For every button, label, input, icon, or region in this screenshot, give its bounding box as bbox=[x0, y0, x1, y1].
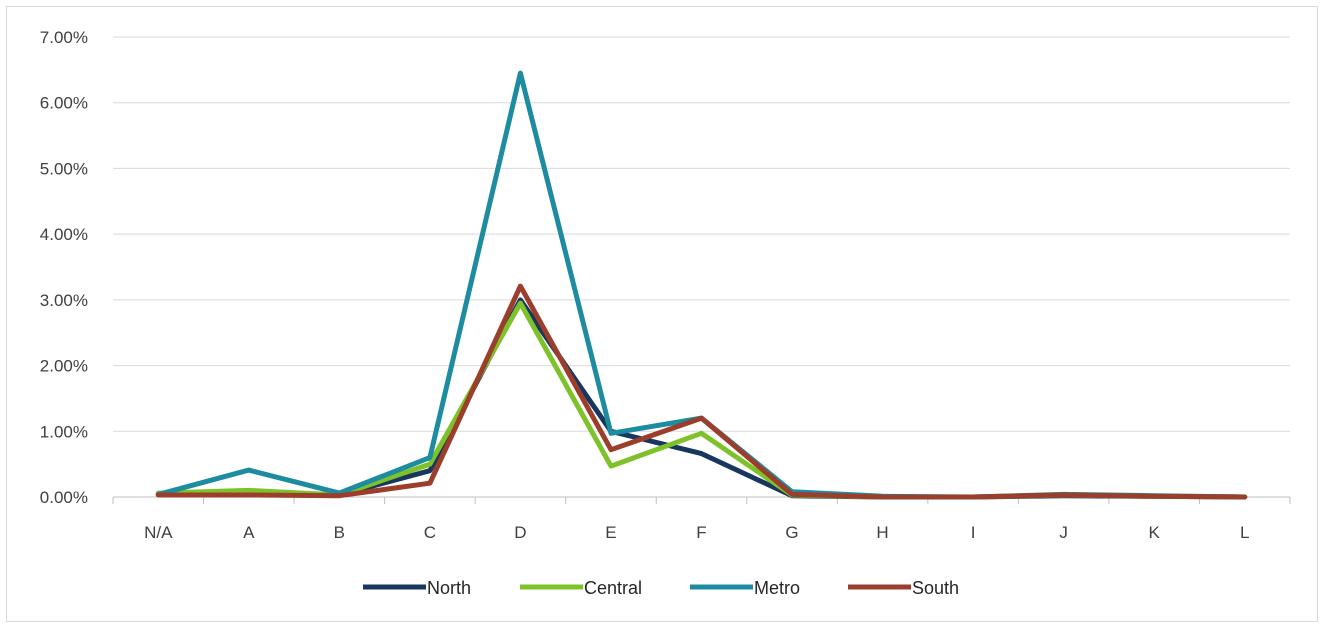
legend-label-south: South bbox=[912, 578, 959, 598]
y-tick-label: 7.00% bbox=[40, 28, 88, 47]
legend-label-metro: Metro bbox=[754, 578, 800, 598]
legend-label-central: Central bbox=[584, 578, 642, 598]
x-tick-label: L bbox=[1240, 523, 1249, 542]
y-tick-label: 3.00% bbox=[40, 291, 88, 310]
y-tick-label: 5.00% bbox=[40, 159, 88, 178]
y-tick-label: 1.00% bbox=[40, 422, 88, 441]
series-line-north bbox=[155, 297, 1248, 500]
series-lines bbox=[155, 70, 1248, 500]
x-tick-label: B bbox=[334, 523, 345, 542]
x-tick-label: K bbox=[1149, 523, 1161, 542]
axes: 0.00% 1.00% 2.00% 3.00% 4.00% 5.00% 6.00% 7.00%… bbox=[40, 28, 1291, 542]
legend-label-north: North bbox=[427, 578, 471, 598]
gridlines bbox=[113, 36, 1290, 432]
x-tick-label: A bbox=[243, 523, 255, 542]
series-line-central bbox=[155, 300, 1248, 500]
x-tick-label: J bbox=[1059, 523, 1068, 542]
y-tick-label: 2.00% bbox=[40, 357, 88, 376]
x-tick-label: G bbox=[785, 523, 798, 542]
x-tick-label: F bbox=[696, 523, 706, 542]
chart-frame bbox=[6, 6, 1318, 622]
series-line-south bbox=[155, 283, 1248, 500]
legend: North Central Metro South bbox=[363, 578, 959, 598]
x-tick-label: C bbox=[424, 523, 436, 542]
y-tick-label: 6.00% bbox=[40, 94, 88, 113]
x-tick-label: N/A bbox=[144, 523, 173, 542]
x-tick-label: E bbox=[605, 523, 616, 542]
x-tick-label: H bbox=[876, 523, 888, 542]
x-tick-label: D bbox=[514, 523, 526, 542]
x-tick-label: I bbox=[971, 523, 976, 542]
y-tick-label: 0.00% bbox=[40, 488, 88, 507]
y-tick-label: 4.00% bbox=[40, 225, 88, 244]
